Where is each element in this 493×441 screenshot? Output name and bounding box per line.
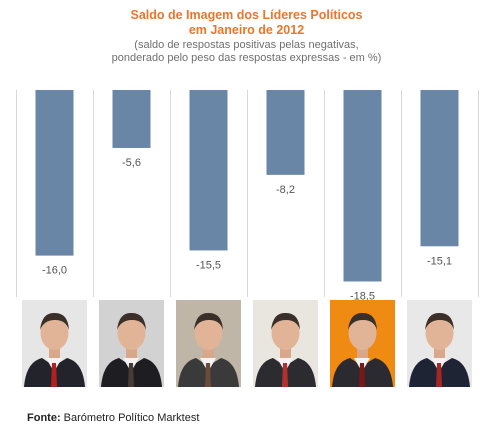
- bar: [35, 90, 74, 256]
- data-label: -5,6: [122, 157, 141, 169]
- subtitle-line-2: ponderado pelo peso das respostas expres…: [111, 52, 382, 64]
- data-label: -18,5: [350, 290, 375, 300]
- bar-chart: -16,0 -5,6 -15,5 -8,2 -18,5 -15,1: [16, 90, 479, 300]
- bar: [112, 90, 151, 148]
- source-label: Fonte:: [27, 412, 61, 424]
- leader-photo: [22, 300, 87, 387]
- data-label: -16,0: [42, 265, 67, 277]
- leader-photo: [99, 300, 164, 387]
- chart-subtitle: (saldo de respostas positivas pelas nega…: [0, 39, 493, 65]
- data-label: -15,1: [427, 255, 452, 267]
- source-text: Barómetro Político Marktest: [60, 412, 200, 424]
- leader-photo: [176, 300, 241, 387]
- title-line-1: Saldo de Imagem dos Líderes Políticos: [130, 8, 363, 22]
- title-line-2: em Janeiro de 2012: [188, 23, 305, 37]
- bar: [420, 90, 459, 247]
- data-label: -15,5: [196, 259, 221, 271]
- bar: [343, 90, 382, 282]
- chart-title: Saldo de Imagem dos Líderes Políticos em…: [0, 8, 493, 38]
- leader-photo: [330, 300, 395, 387]
- bar: [189, 90, 228, 251]
- leader-photo: [407, 300, 472, 387]
- subtitle-line-1: (saldo de respostas positivas pelas nega…: [134, 39, 359, 51]
- leader-photo: [253, 300, 318, 387]
- data-label: -8,2: [276, 184, 295, 196]
- source-note: Fonte: Barómetro Político Marktest: [27, 412, 199, 424]
- bar: [266, 90, 305, 175]
